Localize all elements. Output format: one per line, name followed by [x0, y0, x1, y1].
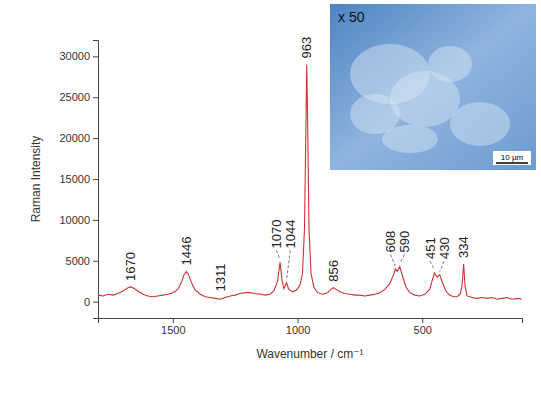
tick-mark — [93, 179, 98, 180]
peak-label: 334 — [456, 236, 471, 258]
peak-label: 1044 — [283, 219, 298, 248]
tick-label: 1500 — [161, 324, 185, 336]
tick-mark — [93, 302, 98, 303]
x-axis: 1500 1000 500 — [99, 318, 523, 336]
tick-label: 500 — [414, 324, 432, 336]
micrograph-patch — [428, 46, 472, 82]
y-axis: 0 5000 10000 15000 20000 25000 30000 — [59, 41, 98, 319]
tick: 1500 — [161, 318, 185, 336]
axis-line — [93, 41, 99, 319]
tick: 10000 — [59, 214, 98, 226]
leader-line — [287, 250, 291, 279]
axis-line — [99, 319, 523, 324]
peak-label: 1446 — [179, 236, 194, 265]
tick-mark — [93, 56, 98, 57]
tick-mark — [93, 220, 98, 221]
spectrum-line — [98, 65, 522, 300]
peak-labels: 1670 1446 1311 10701044 963 856 608590 451430 33… — [123, 37, 471, 292]
chart: x 5010 µm1500100050005000100001500020000… — [0, 0, 541, 394]
tick-mark — [422, 318, 423, 323]
tick-label: 1000 — [286, 324, 310, 336]
scale-bar — [496, 162, 528, 164]
peak-label: 1070 — [269, 219, 284, 248]
peak-label: 608 — [383, 231, 398, 253]
tick-label: 25000 — [59, 91, 90, 103]
tick-label: 30000 — [59, 50, 90, 62]
peak-label: 430 — [437, 237, 452, 259]
tick: 5000 — [66, 255, 98, 267]
inset: x 50 10 µm — [330, 4, 536, 170]
tick: 500 — [414, 318, 432, 336]
tick-label: 10000 — [59, 214, 90, 226]
micrograph-patch — [350, 94, 400, 134]
scale-bar-box — [493, 151, 531, 165]
tick: 25000 — [59, 91, 98, 103]
tick-mark — [298, 318, 299, 323]
leader-line — [430, 261, 434, 270]
tick: 15000 — [59, 173, 98, 185]
plot-area — [98, 65, 522, 300]
tick-mark — [93, 261, 98, 262]
peak-label: 451 — [423, 237, 438, 259]
tick-label: 20000 — [59, 132, 90, 144]
peak-label: 856 — [326, 260, 341, 282]
leader-line — [391, 254, 396, 265]
scale-bar-label: 10 µm — [501, 153, 524, 162]
tick-mark — [93, 97, 98, 98]
micrograph-patch — [450, 102, 510, 146]
tick: 30000 — [59, 50, 98, 62]
leader-line — [276, 250, 280, 259]
tick-label: 15000 — [59, 173, 90, 185]
tick-label: 0 — [84, 296, 90, 308]
peak-label: 590 — [397, 231, 412, 253]
tick: 0 — [84, 296, 98, 308]
y-axis-title: Raman Intensity — [29, 136, 43, 223]
x-axis-title: Wavenumber / cm⁻¹ — [256, 347, 363, 361]
peak-label: 1311 — [213, 264, 228, 292]
peak-label: 1670 — [123, 252, 138, 281]
micrograph-patch — [382, 125, 438, 153]
tick-label: 5000 — [66, 255, 90, 267]
tick: 20000 — [59, 132, 98, 144]
tick-mark — [173, 318, 174, 323]
tick-mark — [93, 138, 98, 139]
inset-label: x 50 — [338, 9, 365, 25]
micrograph — [330, 4, 536, 170]
leader-line — [400, 254, 405, 263]
tick: 1000 — [286, 318, 310, 336]
leader-line — [440, 261, 444, 272]
peak-label: 963 — [299, 37, 314, 59]
